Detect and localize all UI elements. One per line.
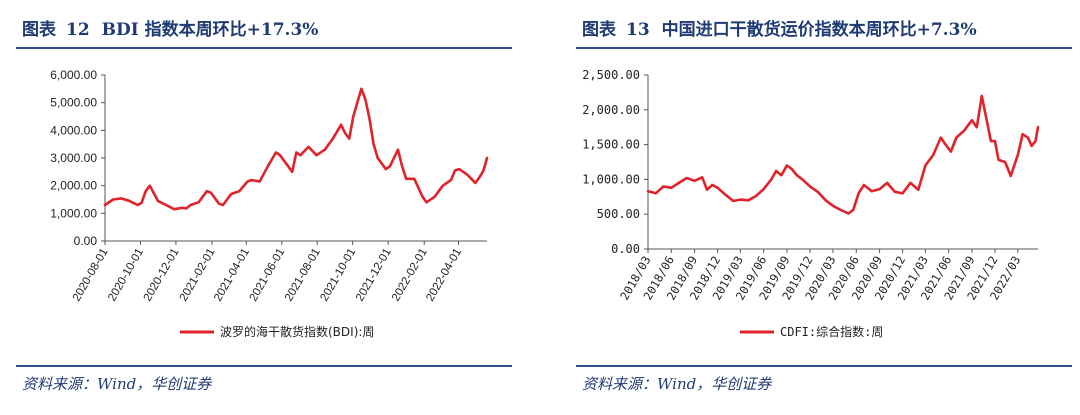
x-tick-label: 2021-06-01 — [248, 247, 288, 304]
x-tick-label: 2022-02-01 — [390, 247, 430, 304]
chart-panel-bdi: 图表 12 BDI 指数本周环比+17.3% 0.00 1,000.00 2,000.0… — [0, 0, 520, 415]
bottom-rule — [16, 365, 512, 367]
x-tick-label: 2021-08-01 — [283, 247, 323, 304]
x-tick-label: 2021-10-01 — [318, 247, 358, 304]
y-tick-label: 5,000.00 — [50, 96, 97, 110]
x-tick-label: 2020-08-01 — [71, 247, 111, 304]
figure-title-prefix: 图表 — [582, 20, 616, 40]
figure-title-number: 13 — [626, 20, 650, 40]
y-tick-label: 1,000.00 — [582, 172, 640, 186]
y-tick-label: 2,500.00 — [582, 68, 640, 82]
source-note: 资料来源：Wind，华创证券 — [582, 375, 772, 393]
top-rule — [576, 47, 1072, 49]
y-tick-label: 1,500.00 — [582, 138, 640, 152]
figure-title-number: 12 — [66, 20, 90, 40]
legend-label: CDFI:综合指数:周 — [780, 324, 883, 339]
y-tick-label: 3,000.00 — [50, 151, 97, 165]
y-tick-label: 0.00 — [74, 234, 98, 248]
figure-title: 图表 12 BDI 指数本周环比+17.3% — [22, 15, 318, 40]
x-tick-label: 2020-10-01 — [106, 247, 146, 304]
legend-label: 波罗的海干散货指数(BDI):周 — [220, 324, 374, 339]
bottom-rule — [576, 365, 1072, 367]
x-tick-label: 2020-12-01 — [142, 247, 182, 304]
y-tick-label: 2,000.00 — [50, 179, 97, 193]
y-tick-label: 500.00 — [597, 207, 640, 221]
series-line — [103, 87, 489, 211]
top-rule — [16, 47, 512, 49]
chart-panel-cdfi: 图表 13 中国进口干散货运价指数本周环比+7.3% 0.00 500.00 1,000… — [560, 0, 1080, 415]
bdi-line-chart: 0.00 1,000.00 2,000.00 3,000.00 4,000.00 5,00… — [50, 68, 489, 339]
series-line — [646, 94, 1040, 215]
y-tick-label: 4,000.00 — [50, 123, 97, 137]
y-tick-label: 6,000.00 — [50, 68, 97, 82]
source-note: 资料来源：Wind，华创证券 — [22, 375, 212, 393]
x-tick-label: 2021-02-01 — [178, 247, 218, 304]
x-tick-label: 2021-12-01 — [354, 247, 394, 304]
y-tick-label: 1,000.00 — [50, 206, 97, 220]
y-tick-label: 2,000.00 — [582, 103, 640, 117]
figure-title-prefix: 图表 — [22, 20, 56, 40]
figure-title-text: BDI 指数本周环比+17.3% — [101, 20, 319, 40]
x-tick-label: 2021-04-01 — [212, 246, 252, 303]
x-tick-label: 2022-04-01 — [424, 247, 464, 304]
figure-title-text: 中国进口干散货运价指数本周环比+7.3% — [661, 20, 977, 40]
figure-title: 图表 13 中国进口干散货运价指数本周环比+7.3% — [582, 15, 977, 40]
cdfi-line-chart: 0.00 500.00 1,000.00 1,500.00 2,000.00 2,500.… — [582, 68, 1040, 339]
y-tick-label: 0.00 — [611, 242, 640, 256]
